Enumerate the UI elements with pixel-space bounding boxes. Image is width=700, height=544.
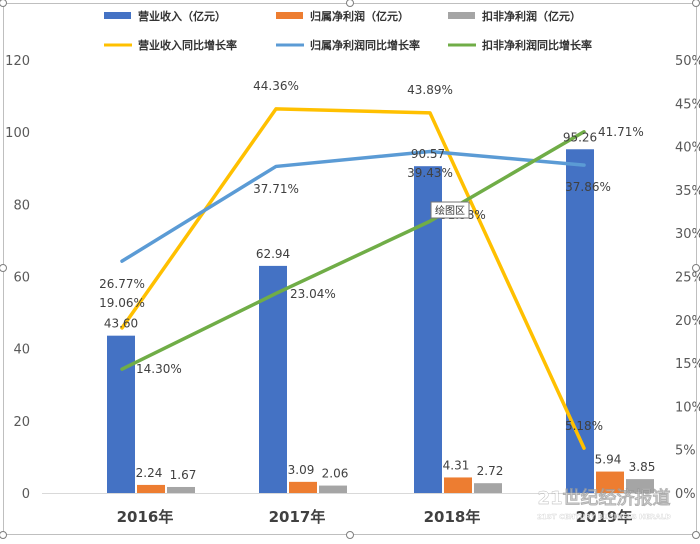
left-axis-tick-label: 0 [22,487,30,502]
watermark: 21世纪经济报道 21ST CENTURY BUSINESS HERALD [537,487,671,521]
bar-data-label: 5.94 [595,453,622,467]
line-data-label: 41.71% [598,125,644,139]
legend-swatch-2 [448,12,475,19]
right-axis-tick-label: 20% [675,314,700,329]
bar-0-0 [107,335,135,493]
bar-data-label: 90.57 [411,147,445,161]
bar-data-label: 43.60 [104,317,138,331]
left-axis-tick-label: 80 [13,198,30,213]
selection-handle [346,531,354,539]
bar-2-2 [474,483,502,493]
bar-data-label: 4.31 [443,458,470,472]
legend-swatch-0 [104,12,131,19]
bars [107,149,654,494]
bar-1-2 [444,477,472,493]
line-data-label: 19.06% [99,296,145,310]
line-data-label: 14.30% [136,362,182,376]
watermark-subtext: 21ST CENTURY BUSINESS HERALD [537,513,671,521]
selection-handle [0,0,7,7]
bar-1-1 [289,481,317,493]
category-labels: 2016年 2017年 2018年 2019年 [117,508,633,526]
bar-data-label: 2.72 [477,464,504,478]
legend-label-3: 营业收入同比增长率 [138,38,237,52]
bar-data-label: 2.06 [322,467,349,481]
data-labels: 43.60 62.94 90.57 95.26 2.24 3.09 4.31 5.94 1.67… [99,79,655,482]
tooltip: 绘图区 [430,201,470,219]
line-data-label: 39.43% [407,166,453,180]
category-label: 2018年 [424,508,481,526]
bar-2-3 [626,479,654,493]
lines [120,107,586,450]
bar-data-label: 3.09 [288,463,315,477]
left-axis-tick-label: 40 [13,343,30,358]
category-label: 2017年 [269,508,326,526]
line-series-1 [120,149,586,263]
right-axis-tick-label: 5% [675,444,696,459]
left-axis-tick-label: 100 [5,126,30,141]
left-axis: 0 20 40 60 80 100 120 [5,54,665,502]
legend-swatch-1 [276,12,303,19]
left-axis-tick-label: 60 [13,271,30,286]
legend-label-0: 营业收入（亿元） [138,9,226,23]
right-axis-tick-label: 25% [675,271,700,286]
tooltip-text: 绘图区 [435,204,465,217]
bar-2-1 [319,485,347,493]
line-data-label: 23.04% [290,287,336,301]
line-data-label: 37.86% [565,180,611,194]
legend-label-4: 归属净利润同比增长率 [310,38,420,52]
right-axis-tick-label: 10% [675,400,700,415]
selection-handle [346,0,354,7]
line-series-2 [120,130,586,371]
line-series-0 [120,107,586,450]
category-label: 2016年 [117,508,174,526]
right-axis-tick-label: 35% [675,184,700,199]
selection-handle [692,0,700,7]
bar-1-3 [596,471,624,493]
bar-data-label: 1.67 [170,468,197,482]
right-axis-tick-label: 0% [675,487,696,502]
watermark-text: 21世纪经济报道 [537,487,670,509]
legend-label-2: 扣非净利润（亿元） [482,9,581,23]
right-axis: 0% 5% 10% 15% 20% 25% 30% 35% 40% 45% 50% [675,54,700,502]
right-axis-tick-label: 30% [675,227,700,242]
bar-data-label: 2.24 [136,466,163,480]
bar-data-label: 62.94 [256,247,290,261]
legend-label-1: 归属净利润（亿元） [310,9,409,23]
right-axis-tick-label: 40% [675,141,700,156]
bar-2-0 [167,486,195,493]
bar-data-label: 3.85 [629,460,656,474]
right-axis-tick-label: 50% [675,54,700,69]
left-axis-tick-label: 20 [13,415,30,430]
legend-label-5: 扣非净利润同比增长率 [482,38,592,52]
bar-1-0 [137,484,165,493]
selection-handle [692,531,700,539]
category-label: 2019年 [576,508,633,526]
right-axis-tick-label: 15% [675,357,700,372]
line-data-label: 26.77% [99,277,145,291]
line-data-label: 44.36% [253,79,299,93]
line-data-label: 43.89% [407,83,453,97]
right-axis-tick-label: 45% [675,97,700,112]
selection-handle [0,264,7,272]
legend: 营业收入（亿元） 归属净利润（亿元） 扣非净利润（亿元） 营业收入同比增长率 归属净利润… [104,9,592,52]
selection-handle [0,531,7,539]
selection-handle [692,264,700,272]
bar-0-1 [259,265,287,493]
line-data-label: 5.18% [565,419,603,433]
line-data-label: 37.71% [253,182,299,196]
left-axis-tick-label: 120 [5,54,30,69]
bar-data-label: 95.26 [563,130,597,144]
tooltip-box [430,201,470,219]
